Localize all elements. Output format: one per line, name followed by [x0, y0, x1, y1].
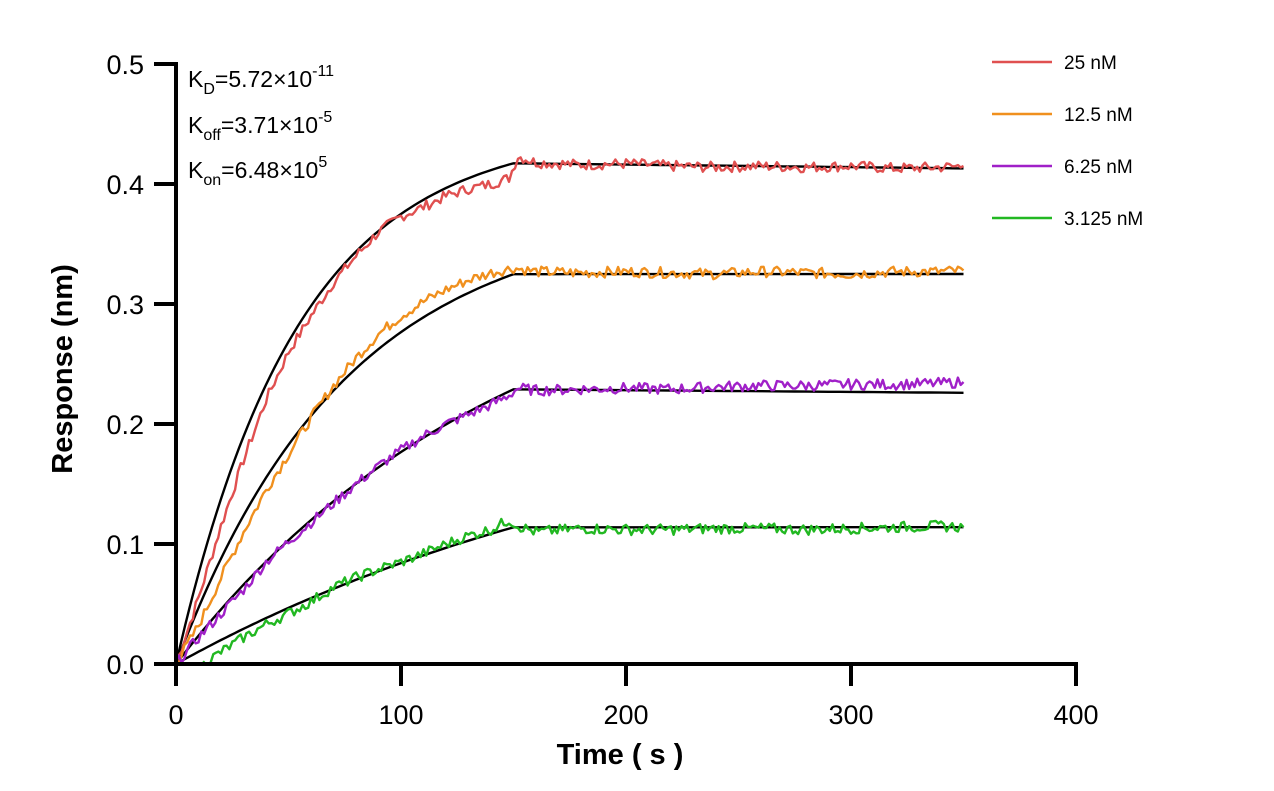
series-line-1: [175, 265, 965, 666]
x-tick-label: 200: [603, 700, 648, 730]
x-tick-label: 100: [378, 700, 423, 730]
fit-curve-3: [175, 526, 964, 666]
kd-annotation: KD=5.72×10-11: [188, 63, 334, 98]
legend: 25 nM 12.5 nM 6.25 nM 3.125 nM: [992, 53, 1143, 230]
legend-label: 6.25 nM: [1064, 157, 1133, 178]
x-axis-title: Time ( s ): [557, 739, 684, 771]
koff-annotation: Koff=3.71×10-5: [188, 109, 332, 144]
y-tick-label: 0.2: [106, 410, 144, 440]
x-tick-label: 300: [828, 700, 873, 730]
y-tick-label: 0.5: [106, 50, 144, 80]
y-ticks: 0.0 0.1 0.2 0.3 0.4 0.5: [106, 50, 176, 680]
series-line-2: [174, 376, 965, 664]
y-axis-title: Response (nm): [47, 264, 79, 473]
y-tick-label: 0.3: [106, 290, 144, 320]
legend-label: 3.125 nM: [1064, 209, 1143, 230]
fit-curve-1: [174, 272, 964, 665]
data-series: [174, 156, 965, 666]
legend-label: 25 nM: [1064, 53, 1117, 74]
y-tick-label: 0.0: [106, 650, 144, 680]
series-line-3: [202, 517, 965, 666]
legend-label: 12.5 nM: [1064, 105, 1133, 126]
x-tick-label: 0: [168, 700, 183, 730]
series-line-0: [174, 156, 965, 665]
kon-annotation: Kon=6.48×105: [188, 154, 327, 189]
y-tick-label: 0.4: [106, 170, 144, 200]
kinetic-constants: KD=5.72×10-11 Koff=3.71×10-5 Kon=6.48×10…: [188, 63, 334, 189]
fit-curve-2: [175, 388, 964, 665]
fit-curve-0: [174, 162, 964, 665]
axes: [174, 62, 1078, 666]
x-tick-label: 400: [1053, 700, 1098, 730]
y-tick-label: 0.1: [106, 530, 144, 560]
fit-curves: [174, 162, 964, 666]
x-ticks: 0 100 200 300 400: [168, 664, 1099, 730]
